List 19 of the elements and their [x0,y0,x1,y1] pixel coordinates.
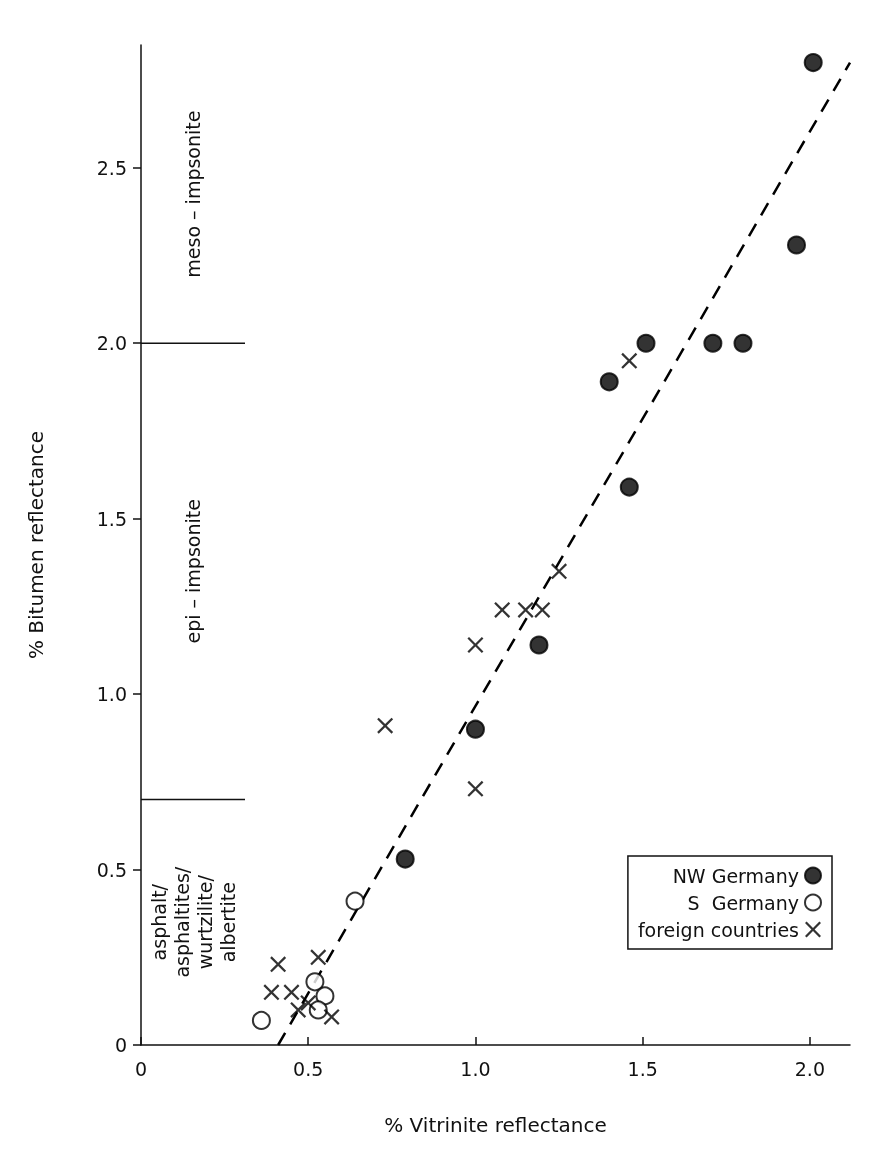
y-tick-label: 1.5 [96,507,127,530]
y-tick-label: 2.0 [96,332,127,355]
y-tick-label: 1.0 [96,683,127,706]
annotation: meso – impsonite [182,110,204,278]
y-tick-label: 0 [114,1034,127,1056]
annotation: epi – impsonite [182,499,204,644]
x-tick-label: 1.0 [460,1057,491,1080]
y-axis-title: % Bitumen reflectance [24,430,48,660]
y-tick-label: 0.5 [96,858,127,881]
y-tick-label: 2.5 [96,156,127,179]
annotation: asphalt/ asphaltites/ wurtzilite/ albertite [147,866,239,978]
legend-label: NW Germany [672,864,799,887]
x-tick-label: 0.5 [293,1057,324,1080]
x-tick-label: 1.5 [627,1057,658,1080]
x-axis-title: % Vitrinite reflectance [384,1113,607,1137]
x-tick-label: 2.0 [794,1057,825,1080]
legend-label: S Germany [687,891,799,914]
x-tick-label: 0 [134,1057,148,1080]
legend-label: foreign countries [637,918,799,941]
